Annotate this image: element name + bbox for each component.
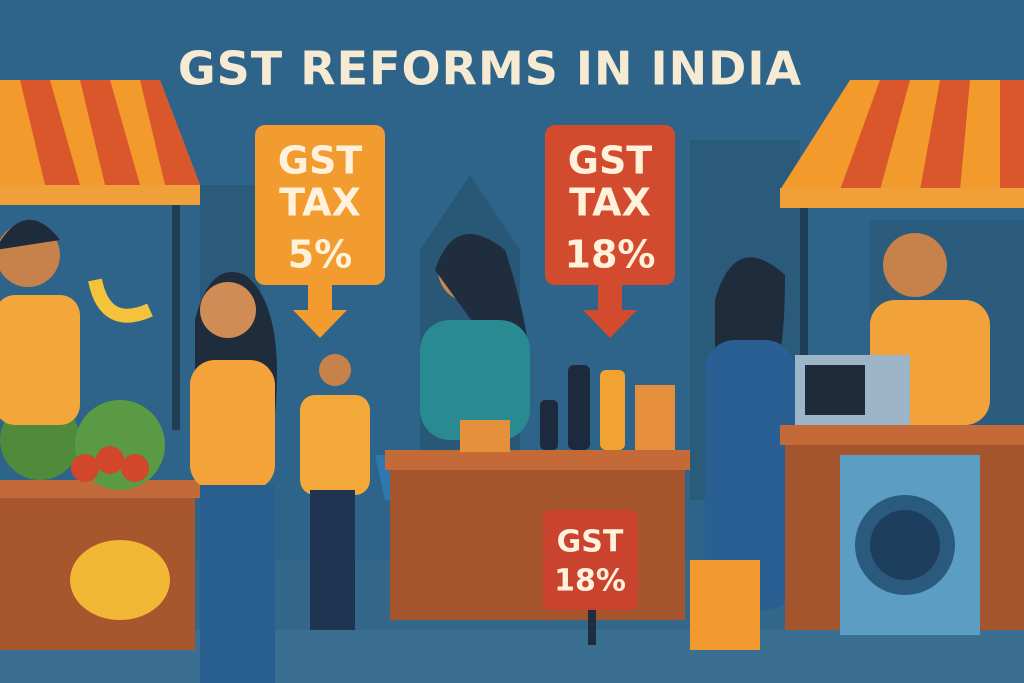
left-stall-shape [88,278,153,323]
price-tag-shape [543,510,638,610]
left-stall-shape [70,540,170,620]
left-stall-shape [96,446,124,474]
left-stall [0,80,200,650]
center-stall-shape [390,450,685,620]
price-tag-shape [588,610,596,645]
right-stall-shape [780,188,1024,208]
right-stall-shape [800,205,808,445]
right-stall-shape [870,510,940,580]
sign-text: GST [568,139,653,183]
left-stall-shape [0,185,200,205]
shoppers [190,234,795,683]
sign-5 [255,125,385,338]
sign-text: 18% [565,233,656,277]
sign-text: TAX [279,181,361,225]
sign-5-shape [308,285,332,310]
shoppers-shape [200,282,256,338]
sign-5-shape [293,310,347,338]
left-stall-shape [172,200,180,430]
sign-18-shape [583,310,637,338]
shoppers-shape [420,320,530,440]
left-stall-shape [0,295,80,425]
left-stall-shape [121,454,149,482]
shoppers-shape [690,560,760,650]
shoppers-shape [310,490,355,630]
shoppers-shape [300,395,370,495]
right-stall-shape [920,80,970,190]
sign-5-shape [255,125,385,285]
tag-text: 18% [554,564,626,599]
center-stall-shape [460,420,510,452]
right-stall-shape [840,80,910,190]
sign-text: TAX [569,181,651,225]
shoppers-shape [200,485,275,683]
center-stall-shape [568,365,590,450]
center-stall-shape [540,400,558,450]
center-stall-shape [635,385,675,450]
right-stall-shape [1000,80,1024,190]
left-stall-shape [0,480,200,498]
left-stall-shape [0,219,60,250]
center-stall-shape [600,370,625,450]
left-stall-shape [140,80,200,185]
sign-text: GST [278,139,363,183]
right-stall [780,80,1024,635]
sign-18-shape [598,285,622,310]
price-tag [543,510,638,645]
shoppers-shape [190,360,275,490]
sign-18-shape [545,125,675,285]
right-stall-shape [805,365,865,415]
tag-text: GST [557,525,624,560]
center-stall-shape [385,450,690,470]
left-stall-shape [71,454,99,482]
left-stall-shape [20,80,80,185]
shoppers-shape [319,354,351,386]
title: GST REFORMS IN INDIA [178,42,802,96]
left-stall-shape [80,80,140,185]
sign-text: 5% [288,233,353,277]
shoppers-shape [705,340,795,610]
sign-18 [545,125,675,338]
background-shape [420,175,520,250]
right-stall-shape [780,425,1024,445]
right-stall-shape [883,233,947,297]
